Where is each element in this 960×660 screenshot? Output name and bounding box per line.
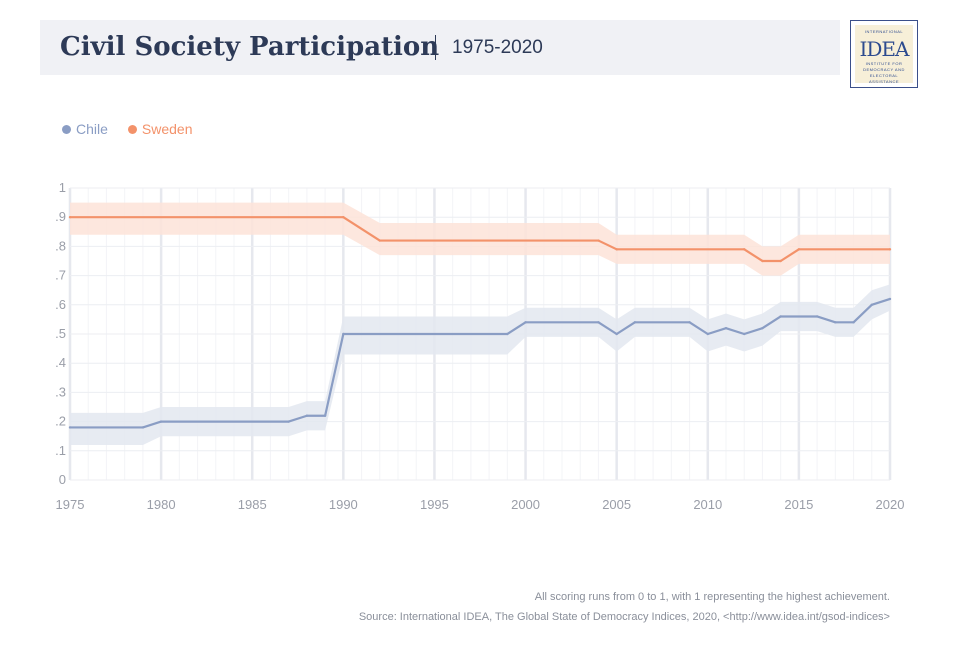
data-point-sweden [797, 248, 801, 251]
chart-header: Civil Society Participation 1975-2020 [40, 20, 840, 75]
x-tick-label: 1990 [329, 497, 358, 512]
data-point-sweden [378, 239, 381, 242]
x-tick-label: 2015 [784, 497, 813, 512]
x-tick-label: 1980 [147, 497, 176, 512]
data-point-sweden [68, 216, 72, 219]
logo-line-1: INTERNATIONAL [864, 29, 904, 34]
data-point-sweden [615, 248, 618, 251]
legend-dot-sweden [127, 124, 137, 134]
data-point-chile [779, 315, 782, 318]
y-tick-label: 0 [59, 472, 66, 487]
data-point-chile [159, 420, 163, 423]
data-point-chile [342, 332, 345, 336]
chart-title: Civil Society Participation [60, 32, 440, 62]
x-tick-label: 2000 [511, 497, 540, 512]
legend-dot-chile [62, 124, 71, 134]
data-point-chile [141, 426, 145, 429]
data-point-sweden [342, 216, 345, 219]
data-point-chile [724, 326, 728, 330]
legend-label-chile: Chile [76, 121, 108, 137]
data-point-chile [743, 332, 746, 336]
y-tick-label: .4 [55, 355, 66, 370]
logo-line-3: DEMOCRACY AND [863, 67, 905, 72]
data-point-sweden [743, 248, 746, 251]
y-tick-label: .7 [55, 268, 66, 283]
data-point-sweden [761, 259, 764, 263]
y-tick-label: .9 [55, 209, 66, 224]
legend-label-sweden: Sweden [141, 121, 193, 137]
data-point-chile [323, 414, 327, 417]
confidence-band-chile [70, 284, 890, 445]
chart-legend: Chile Sweden [62, 121, 193, 137]
title-separator [435, 35, 436, 60]
x-tick-label: 1975 [56, 497, 85, 512]
data-point-chile [706, 332, 709, 336]
source-note: Source: International IDEA, The Global S… [358, 611, 890, 623]
data-point-sweden [597, 239, 600, 242]
y-tick-label: .1 [55, 443, 66, 458]
data-point-chile [305, 414, 309, 417]
data-point-chile [815, 315, 819, 318]
data-point-chile [852, 321, 855, 324]
data-point-chile [615, 332, 618, 336]
confidence-band-sweden [70, 202, 890, 276]
x-tick-label: 2010 [693, 497, 722, 512]
logo-background: INTERNATIONAL IDEA INSTITUTE FOR DEMOCRA… [855, 25, 913, 84]
data-point-sweden [888, 248, 892, 251]
data-point-chile [761, 326, 764, 330]
data-point-sweden [779, 259, 782, 263]
chart-period: 1975-2020 [452, 37, 543, 58]
y-tick-label: .6 [55, 297, 66, 312]
logo-line-2: INSTITUTE FOR [865, 61, 903, 66]
data-point-chile [870, 303, 873, 306]
legend-item-chile[interactable]: Chile [62, 121, 108, 137]
data-point-chile [524, 321, 527, 324]
y-tick-label: .5 [55, 326, 66, 341]
data-point-chile [688, 321, 691, 324]
y-tick-label: .2 [55, 414, 66, 429]
y-tick-label: .3 [55, 384, 66, 399]
logo-line-4: ELECTORAL [869, 73, 899, 78]
data-point-chile [597, 321, 600, 324]
data-point-chile [834, 321, 837, 324]
data-point-chile [633, 321, 637, 324]
line-chart: 0 .1 .2 .3 .4 .5 .6 .7 .8 .9 1 1975 1980 1985 1990 1995… [55, 180, 905, 512]
x-tick-label: 1985 [238, 497, 267, 512]
x-tick-label: 1995 [420, 497, 449, 512]
data-point-chile [888, 297, 892, 301]
idea-logo: INTERNATIONAL IDEA INSTITUTE FOR DEMOCRA… [850, 20, 918, 88]
scoring-note: All scoring runs from 0 to 1, with 1 rep… [534, 591, 890, 603]
data-point-chile [506, 332, 509, 336]
y-tick-label: 1 [59, 180, 66, 195]
y-tick-label: .8 [55, 238, 66, 253]
data-point-chile [68, 426, 72, 429]
data-point-chile [287, 420, 290, 423]
series-line-sweden [70, 216, 890, 263]
x-tick-label: 2020 [876, 497, 905, 512]
x-tick-label: 2005 [602, 497, 631, 512]
logo-word: IDEA [859, 37, 910, 61]
legend-item-sweden[interactable]: Sweden [127, 121, 193, 137]
logo-line-5: ASSISTANCE [868, 79, 900, 84]
